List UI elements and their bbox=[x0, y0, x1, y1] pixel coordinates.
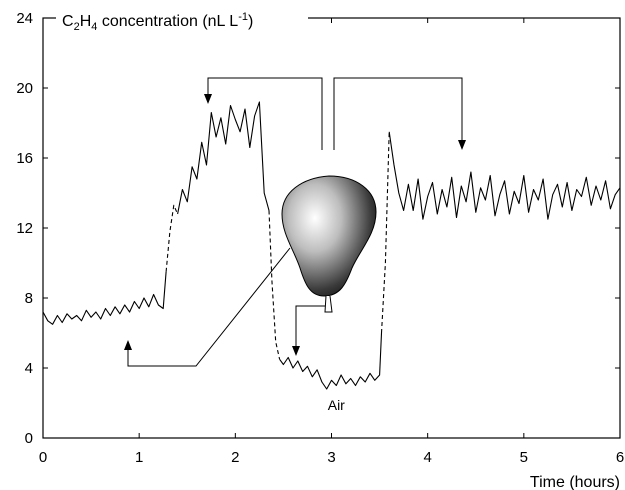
arrowheads bbox=[124, 94, 466, 356]
x-tick-label: 1 bbox=[135, 449, 143, 466]
series-line-solid bbox=[279, 332, 383, 390]
annotation-label: Air bbox=[328, 397, 345, 413]
x-tick-label: 0 bbox=[39, 449, 47, 466]
series-line-dashed bbox=[380, 131, 390, 334]
x-tick-label: 2 bbox=[231, 449, 239, 466]
x-axis: 0 1 2 3 4 5 6 Time (hours) bbox=[39, 18, 624, 490]
annotation-arrows bbox=[127, 77, 463, 367]
series-line-solid bbox=[388, 131, 621, 220]
y-tick-label: 4 bbox=[25, 360, 33, 377]
series-line-dashed bbox=[165, 204, 179, 272]
y-axis-label: C2H4 concentration (nL L-1) bbox=[62, 11, 253, 33]
y-tick-label: 20 bbox=[16, 80, 33, 97]
y-tick-label: 16 bbox=[16, 150, 33, 167]
series-ethylene bbox=[42, 101, 621, 390]
y-axis-label-background bbox=[56, 8, 308, 30]
y-tick-label: 24 bbox=[16, 10, 33, 27]
x-tick-label: 6 bbox=[616, 449, 624, 466]
y-axis: 0 4 8 12 16 20 24 bbox=[16, 10, 620, 447]
series-line-solid bbox=[42, 271, 167, 325]
series-line-dashed bbox=[268, 210, 281, 360]
y-tick-label: 0 bbox=[25, 430, 33, 447]
x-axis-label: Time (hours) bbox=[530, 474, 620, 490]
y-tick-label: 12 bbox=[16, 220, 33, 237]
y-tick-label: 8 bbox=[25, 290, 33, 307]
x-tick-label: 3 bbox=[327, 449, 335, 466]
pear-icon bbox=[281, 175, 377, 313]
series-line-solid bbox=[177, 101, 270, 215]
x-tick-label: 5 bbox=[520, 449, 528, 466]
x-tick-label: 4 bbox=[423, 449, 431, 466]
